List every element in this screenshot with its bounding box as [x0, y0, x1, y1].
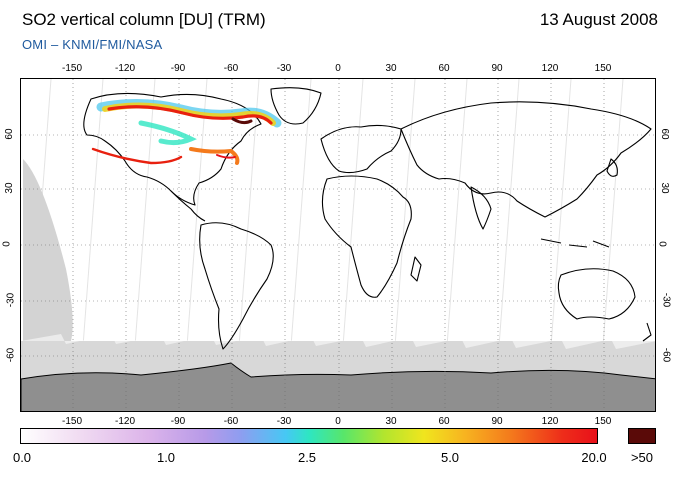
- colorbar-label: 2.5: [297, 450, 317, 465]
- india: [470, 186, 492, 230]
- north-america: [83, 92, 262, 206]
- lon-tick-bottom: 120: [541, 416, 559, 427]
- lon-tick-bottom: -150: [61, 416, 83, 427]
- lat-tick-left: -30: [5, 292, 17, 308]
- lat-tick-right: -30: [660, 292, 672, 308]
- lon-tick-top: -120: [114, 63, 136, 74]
- lon-tick-bottom: -90: [170, 416, 186, 427]
- lon-tick-top: -60: [223, 63, 239, 74]
- lat-tick-right: 60: [659, 128, 671, 140]
- lat-tick-left: 60: [4, 128, 16, 140]
- colorbar-label: 0.0: [12, 450, 32, 465]
- lon-tick-top: 30: [385, 63, 397, 74]
- lon-tick-bottom: 90: [491, 416, 503, 427]
- central-america: [170, 190, 206, 222]
- so2-plume: [91, 98, 282, 165]
- colorbar-overflow-box: [628, 428, 656, 444]
- colorbar-label: 1.0: [156, 450, 176, 465]
- colorbar-label: 5.0: [440, 450, 460, 465]
- lon-tick-top: -30: [276, 63, 292, 74]
- lon-tick-bottom: -120: [114, 416, 136, 427]
- no-data-pacific-gap: [23, 159, 73, 341]
- lon-tick-bottom: -60: [223, 416, 239, 427]
- lat-tick-left: -60: [5, 347, 17, 363]
- lon-tick-top: 90: [491, 63, 503, 74]
- lon-tick-top: -150: [61, 63, 83, 74]
- lon-tick-top: 0: [335, 63, 341, 74]
- greenland: [270, 87, 322, 125]
- lon-tick-bottom: 30: [385, 416, 397, 427]
- credit-line: OMI – KNMI/FMI/NASA: [22, 37, 163, 52]
- colorbar: [20, 428, 598, 444]
- lat-tick-right: 30: [659, 182, 671, 194]
- lat-tick-left: 0: [1, 241, 13, 247]
- lon-tick-top: 120: [541, 63, 559, 74]
- asia: [400, 101, 652, 218]
- lat-tick-left: 30: [4, 182, 16, 194]
- madagascar: [410, 256, 422, 282]
- lon-tick-top: -90: [170, 63, 186, 74]
- map-title: SO2 vertical column [DU] (TRM): [22, 10, 266, 29]
- japan: [606, 158, 618, 177]
- lat-tick-right: 0: [656, 241, 668, 247]
- colorbar-overflow-label: >50: [630, 450, 654, 465]
- world-map: [21, 79, 655, 411]
- map-panel: [20, 78, 656, 412]
- new-zealand: [642, 322, 652, 342]
- lat-tick-right: -60: [660, 347, 672, 363]
- colorbar-label: 20.0: [581, 450, 607, 465]
- lon-tick-top: 60: [438, 63, 450, 74]
- lon-tick-bottom: 150: [594, 416, 612, 427]
- lon-tick-top: 150: [594, 63, 612, 74]
- coastlines: [83, 87, 652, 350]
- map-date: 13 August 2008: [539, 10, 658, 29]
- australia: [557, 268, 636, 320]
- indonesia: [540, 238, 610, 248]
- antarctica: [21, 362, 655, 411]
- lon-tick-bottom: -30: [276, 416, 292, 427]
- no-data-saw-edge: [21, 334, 655, 349]
- lon-tick-bottom: 60: [438, 416, 450, 427]
- south-america: [199, 222, 274, 350]
- europe: [320, 124, 402, 174]
- africa: [321, 175, 412, 298]
- lon-tick-bottom: 0: [335, 416, 341, 427]
